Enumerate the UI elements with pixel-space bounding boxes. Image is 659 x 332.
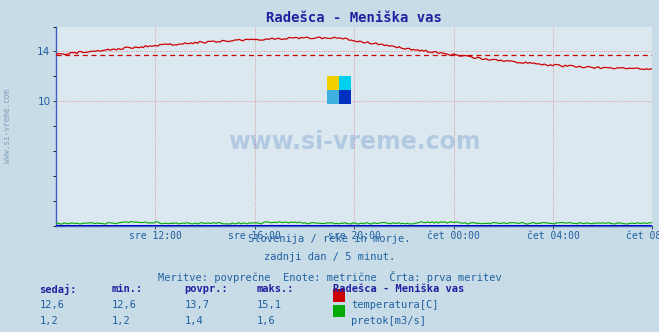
Bar bbox=[328, 90, 339, 104]
Text: 1,6: 1,6 bbox=[257, 316, 275, 326]
Bar bbox=[328, 76, 339, 90]
Text: zadnji dan / 5 minut.: zadnji dan / 5 minut. bbox=[264, 252, 395, 262]
Title: Radešca - Meniška vas: Radešca - Meniška vas bbox=[266, 11, 442, 25]
Text: Meritve: povprečne  Enote: metrične  Črta: prva meritev: Meritve: povprečne Enote: metrične Črta:… bbox=[158, 271, 501, 283]
Text: temperatura[C]: temperatura[C] bbox=[351, 300, 439, 310]
Bar bbox=[339, 90, 351, 104]
Text: www.si-vreme.com: www.si-vreme.com bbox=[3, 89, 13, 163]
Text: 1,4: 1,4 bbox=[185, 316, 203, 326]
Text: 1,2: 1,2 bbox=[40, 316, 58, 326]
Text: 13,7: 13,7 bbox=[185, 300, 210, 310]
Text: min.:: min.: bbox=[112, 284, 143, 294]
Text: 12,6: 12,6 bbox=[112, 300, 137, 310]
Text: 12,6: 12,6 bbox=[40, 300, 65, 310]
Text: www.si-vreme.com: www.si-vreme.com bbox=[228, 130, 480, 154]
Bar bbox=[339, 76, 351, 90]
Text: pretok[m3/s]: pretok[m3/s] bbox=[351, 316, 426, 326]
Text: Slovenija / reke in morje.: Slovenija / reke in morje. bbox=[248, 234, 411, 244]
Text: povpr.:: povpr.: bbox=[185, 284, 228, 294]
Text: 1,2: 1,2 bbox=[112, 316, 130, 326]
Text: maks.:: maks.: bbox=[257, 284, 295, 294]
Text: sedaj:: sedaj: bbox=[40, 284, 77, 295]
Text: Radešca - Meniška vas: Radešca - Meniška vas bbox=[333, 284, 464, 294]
Text: 15,1: 15,1 bbox=[257, 300, 282, 310]
